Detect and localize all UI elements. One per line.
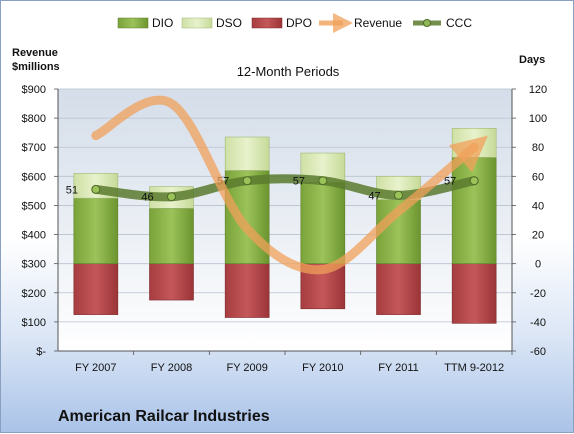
left-tick-label: $200	[22, 288, 46, 300]
left-axis-label-line1: Revenue	[12, 47, 58, 59]
left-tick-label: $800	[22, 113, 46, 125]
ccc-line	[91, 174, 479, 202]
right-tick-label: 100	[529, 113, 547, 125]
right-tick-label: 0	[535, 259, 541, 271]
left-axis-label-line2: $millions	[12, 61, 60, 73]
bar-dio	[73, 197, 119, 264]
bar-dso	[224, 136, 270, 171]
ccc-marker	[91, 184, 101, 194]
ccc-marker	[167, 192, 176, 202]
x-tick-label: TTM 9-2012	[444, 362, 504, 374]
bar-dpo	[376, 263, 421, 315]
x-tick-label: FY 2008	[151, 362, 192, 374]
chart-title: 12-Month Periods	[237, 64, 340, 79]
x-tick-label: FY 2010	[302, 362, 343, 374]
legend-label-dso: DSO	[216, 16, 242, 30]
right-axis-label: Days	[519, 54, 545, 66]
revenue-line	[91, 95, 488, 275]
x-tick-label: FY 2009	[226, 362, 267, 374]
x-tick-label: FY 2011	[378, 362, 419, 374]
bar-dio	[300, 181, 346, 264]
left-tick-label: $400	[22, 230, 46, 242]
axes-layer: $- $100 $200 $300 $400 $500 $600 $700 $800 $900 -6…	[22, 84, 548, 374]
bar-dpo	[224, 263, 270, 318]
legend-swatch-dpo	[251, 17, 283, 29]
ccc-marker	[394, 190, 403, 200]
left-tick-label: $700	[22, 142, 46, 154]
right-tick-label: -40	[530, 317, 546, 329]
left-tick-label: $300	[22, 259, 46, 271]
ccc-marker	[242, 176, 252, 186]
right-tick-label: 20	[532, 230, 544, 242]
ccc-marker	[318, 176, 328, 186]
ccc-data-label: 46	[141, 192, 153, 204]
right-tick-label: 40	[532, 200, 544, 212]
ccc-data-label: 57	[444, 176, 456, 188]
left-tick-label: $500	[22, 200, 46, 212]
bar-dpo	[451, 263, 497, 324]
left-tick-label: $100	[22, 317, 46, 329]
bar-dpo	[73, 263, 119, 315]
bar-dpo	[149, 263, 194, 301]
company-title: American Railcar Industries	[58, 408, 270, 425]
plot-area	[58, 89, 512, 351]
gridlines	[58, 88, 512, 352]
legend-label-dio: DIO	[152, 16, 173, 30]
left-tick-label: $-	[36, 346, 46, 358]
legend-swatch-dso	[181, 17, 213, 29]
ccc-data-label: 57	[293, 176, 305, 188]
right-tick-label: -20	[530, 288, 546, 300]
legend-marker-ccc	[423, 19, 431, 27]
left-tick-label: $900	[22, 84, 46, 96]
x-tick-label: FY 2007	[75, 362, 116, 374]
ccc-data-label: 47	[368, 190, 380, 202]
legend-label-ccc: CCC	[446, 16, 472, 30]
bar-dio	[451, 157, 497, 264]
right-tick-label: 80	[532, 142, 544, 154]
legend: DIO DSO DPO Revenue CCC	[117, 13, 472, 33]
bar-dio	[149, 208, 194, 264]
legend-label-dpo: DPO	[286, 16, 312, 30]
right-tick-label: -60	[530, 346, 546, 358]
legend-swatch-dio	[117, 17, 149, 29]
left-tick-label: $600	[22, 171, 46, 183]
bars-layer	[73, 128, 497, 324]
legend-label-revenue: Revenue	[354, 16, 402, 30]
ccc-marker	[469, 176, 479, 186]
ccc-data-label: 51	[66, 184, 78, 196]
right-tick-label: 120	[529, 84, 547, 96]
right-tick-label: 60	[532, 171, 544, 183]
